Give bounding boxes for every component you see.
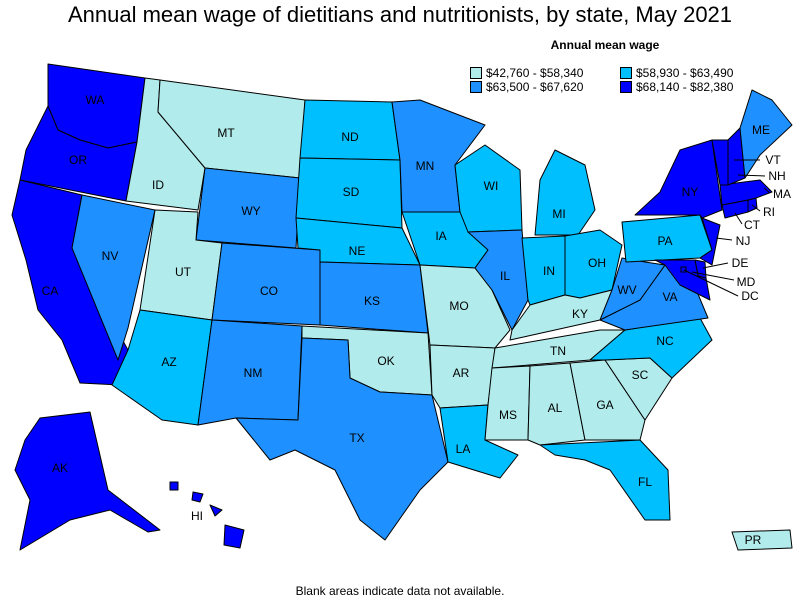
state-mi: [534, 149, 596, 236]
state-ky: [509, 289, 613, 341]
legend-item-bin-3: $63,500 - $67,620: [470, 80, 583, 94]
label-sd: SD: [343, 185, 360, 199]
legend-item-bin-4: $68,140 - $82,380: [620, 80, 733, 94]
label-mo: MO: [449, 299, 468, 313]
state-ny: [634, 139, 723, 219]
label-pa: PA: [657, 234, 672, 248]
label-nm: NM: [244, 366, 263, 380]
label-ky: KY: [572, 307, 588, 321]
legend-title: Annual mean wage: [550, 38, 660, 52]
label-ma: MA: [773, 187, 791, 201]
label-mt: MT: [217, 126, 235, 140]
legend-label: $58,930 - $63,490: [636, 66, 734, 80]
legend-swatch: [470, 81, 482, 93]
label-ia: IA: [435, 229, 446, 243]
legend-label: $63,500 - $67,620: [486, 80, 584, 94]
label-mn: MN: [416, 159, 435, 173]
state-pr: [731, 529, 793, 551]
label-wi: WI: [484, 179, 499, 193]
label-wy: WY: [241, 204, 260, 218]
label-pr: PR: [745, 533, 762, 547]
label-wa: WA: [86, 93, 105, 107]
label-ny: NY: [682, 185, 699, 199]
state-labels: WA OR CA NV ID MT WY UT CO AZ NM ND SD N…: [42, 93, 791, 547]
legend-swatch: [470, 67, 482, 79]
state-me: [739, 89, 793, 179]
label-ga: GA: [596, 398, 613, 412]
legend-swatch: [620, 67, 632, 79]
label-de: DE: [732, 256, 749, 270]
legend-label: $68,140 - $82,380: [636, 80, 734, 94]
label-nv: NV: [102, 249, 119, 263]
state-nj: [699, 217, 721, 266]
label-nh: NH: [768, 169, 785, 183]
label-ok: OK: [377, 354, 394, 368]
state-fl: [539, 439, 671, 521]
label-hi: HI: [191, 509, 203, 523]
state-dc: [680, 266, 687, 273]
callout-lines: [683, 159, 771, 297]
label-ne: NE: [349, 244, 366, 258]
label-dc: DC: [741, 289, 759, 303]
state-ms: [484, 365, 531, 441]
label-il: IL: [500, 269, 510, 283]
label-al: AL: [548, 401, 563, 415]
state-ak: [14, 411, 161, 551]
label-nc: NC: [656, 334, 674, 348]
label-id: ID: [152, 178, 164, 192]
label-ar: AR: [453, 366, 470, 380]
label-nj: NJ: [736, 234, 751, 248]
label-sc: SC: [632, 368, 649, 382]
label-or: OR: [69, 153, 87, 167]
label-tx: TX: [349, 431, 364, 445]
label-ks: KS: [364, 294, 380, 308]
label-oh: OH: [588, 256, 606, 270]
label-co: CO: [260, 284, 278, 298]
label-me: ME: [752, 123, 770, 137]
state-hi: [169, 481, 245, 549]
footnote: Blank areas indicate data not available.: [295, 584, 505, 598]
label-ms: MS: [499, 408, 517, 422]
state-nv: [71, 194, 156, 361]
state-al: [527, 362, 586, 446]
legend-label: $42,760 - $58,340: [486, 66, 584, 80]
label-md: MD: [737, 275, 756, 289]
label-tn: TN: [550, 344, 566, 358]
label-la: LA: [456, 442, 471, 456]
label-va: VA: [662, 290, 677, 304]
label-vt: VT: [765, 153, 781, 167]
legend-swatch: [620, 81, 632, 93]
label-mi: MI: [552, 207, 565, 221]
label-in: IN: [543, 264, 555, 278]
map-title: Annual mean wage of dietitians and nutri…: [67, 2, 733, 27]
label-nd: ND: [341, 130, 359, 144]
label-ct: CT: [744, 218, 761, 232]
state-tx: [235, 337, 449, 541]
label-fl: FL: [638, 475, 652, 489]
label-ca: CA: [42, 284, 59, 298]
label-ri: RI: [763, 205, 775, 219]
legend-item-bin-2: $58,930 - $63,490: [620, 66, 733, 80]
state-md: [654, 259, 711, 301]
label-ut: UT: [175, 265, 192, 279]
label-wv: WV: [617, 283, 636, 297]
label-ak: AK: [52, 461, 68, 475]
legend-item-bin-1: $42,760 - $58,340: [470, 66, 583, 80]
label-az: AZ: [161, 355, 176, 369]
state-ma: [719, 179, 773, 206]
